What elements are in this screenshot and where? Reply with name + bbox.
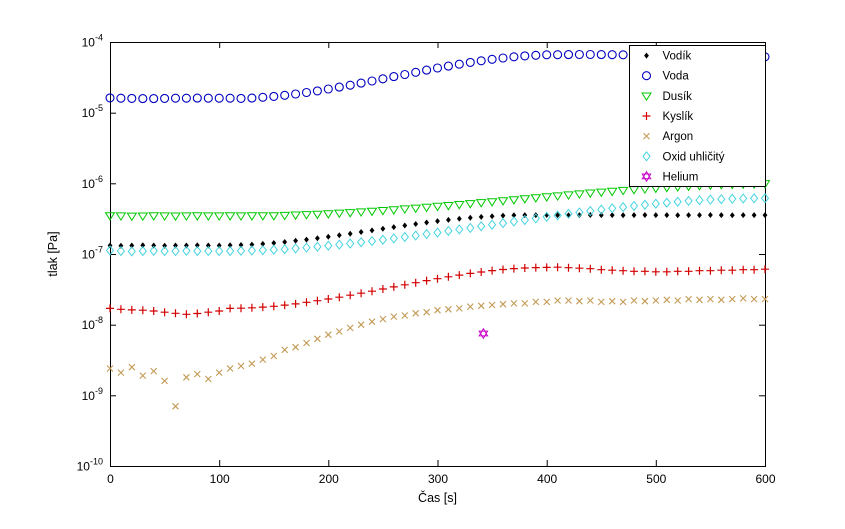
legend-item-oxid-uhlicity: Oxid uhličitý	[642, 151, 725, 163]
x-tick-label: 200	[319, 472, 339, 486]
legend-label: Helium	[663, 171, 699, 183]
legend-label: Dusík	[663, 91, 693, 103]
legend-item-kyslik: Kyslík	[642, 111, 694, 123]
legend-item-vodik: Vodík	[644, 51, 692, 63]
legend-label: Voda	[663, 71, 690, 83]
series-argon	[106, 295, 769, 410]
legend-item-dusik: Dusík	[641, 91, 693, 103]
legend-label: Kyslík	[663, 111, 694, 123]
legend-label: Oxid uhličitý	[663, 151, 725, 163]
y-tick-label: 10-9	[82, 386, 103, 403]
legend: Vodík Voda Dusík Kyslík Argon Oxid uhličitý He…	[629, 45, 766, 187]
series-kyslik	[106, 263, 769, 319]
y-tick-label: 10-10	[77, 457, 103, 474]
series-helium	[478, 327, 489, 340]
x-tick-label: 500	[646, 472, 666, 486]
legend-label: Argon	[663, 131, 694, 143]
y-tick-label: 10-4	[82, 33, 103, 50]
legend-item-voda: Voda	[641, 71, 690, 83]
x-tick-label: 400	[537, 472, 557, 486]
y-tick-label: 10-8	[82, 315, 103, 332]
legend-label: Vodík	[663, 51, 692, 63]
x-axis-label: Čas [s]	[418, 490, 457, 505]
x-tick-label: 300	[428, 472, 448, 486]
x-tick-label: 100	[210, 472, 230, 486]
y-axis-label: tlak [Pa]	[46, 231, 60, 276]
y-tick-label: 10-5	[82, 103, 103, 120]
series-vodik	[107, 212, 768, 249]
legend-item-helium: Helium	[641, 170, 699, 183]
legend-item-argon: Argon	[643, 131, 694, 143]
y-tick-label: 10-7	[82, 245, 103, 262]
x-tick-label: 0	[107, 472, 114, 486]
y-tick-label: 10-6	[82, 174, 103, 191]
series-oxid-uhlicity	[105, 192, 770, 257]
x-tick-label: 600	[755, 472, 775, 486]
